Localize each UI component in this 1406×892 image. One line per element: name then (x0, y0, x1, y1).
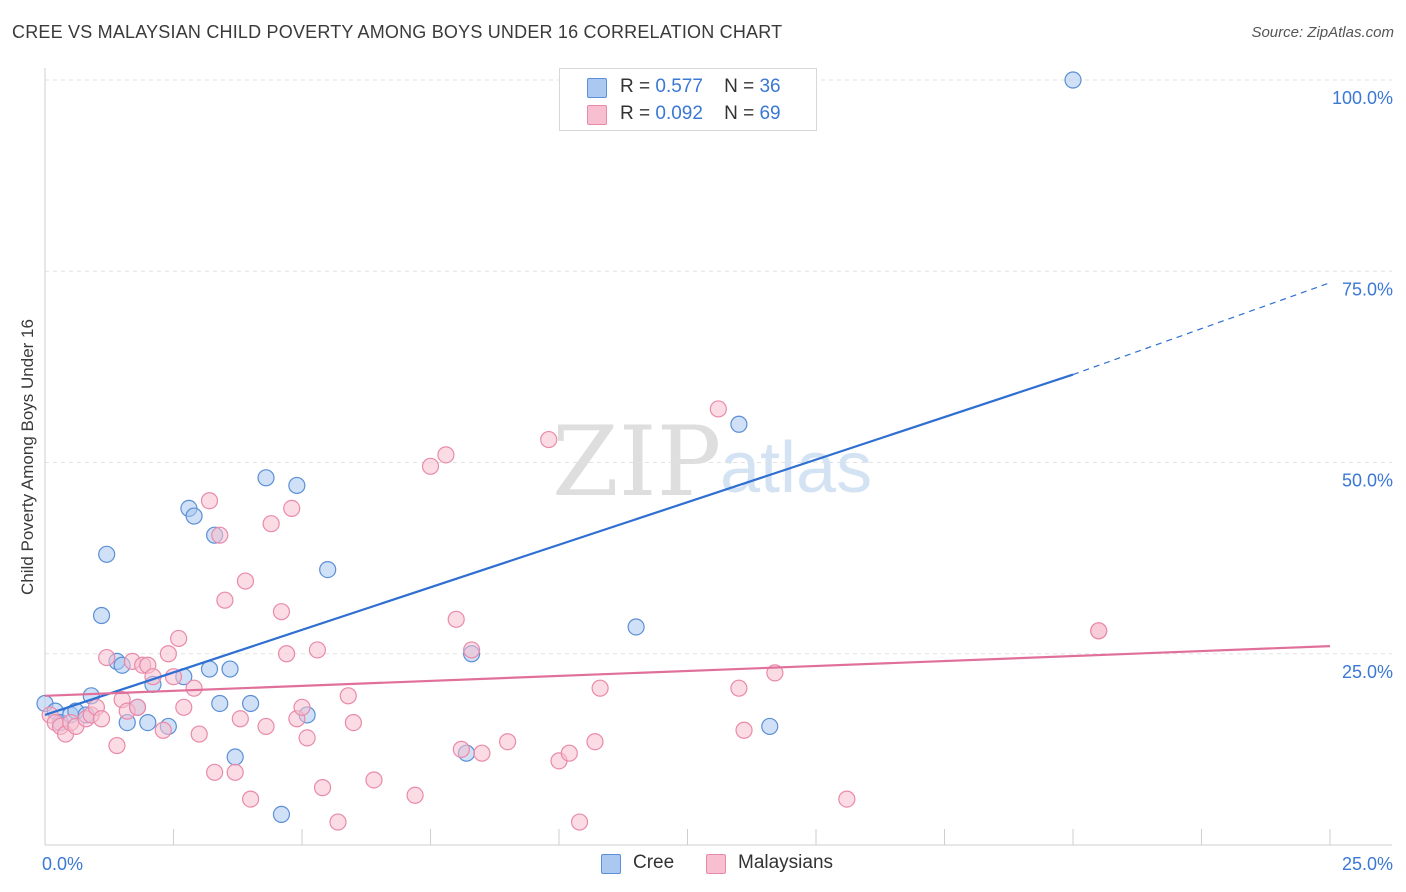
cree-point (257, 469, 275, 487)
cree-point (98, 545, 116, 563)
tick-labels: 25.0% 50.0% 75.0% 100.0% 0.0% 25.0% (42, 88, 1393, 874)
malay-point (735, 721, 753, 739)
cree-point (730, 415, 748, 433)
malay-point (200, 492, 219, 510)
malay-point (339, 687, 357, 705)
malay-point (344, 713, 362, 732)
y-tick-label: 25.0% (1342, 662, 1393, 682)
cree-point (627, 618, 645, 636)
legend-n-label: N = (724, 103, 755, 124)
malay-point (170, 629, 188, 648)
cree-point (288, 476, 306, 495)
malay-point (216, 591, 234, 609)
cree-point (139, 713, 157, 732)
cree-point (221, 660, 239, 678)
malay-point (159, 645, 177, 663)
cree-swatch (587, 78, 607, 98)
malay-point (730, 679, 748, 697)
malay-point (154, 721, 172, 739)
malay-point (308, 641, 327, 659)
malay-point (108, 736, 126, 755)
malay-point (257, 717, 275, 736)
cree-point (319, 560, 337, 579)
malay-point (709, 400, 727, 418)
malay-point (1090, 622, 1108, 640)
malay-point (175, 698, 193, 716)
y-tick-label: 50.0% (1342, 471, 1393, 491)
malay-point (838, 790, 856, 808)
cree-point (272, 805, 291, 824)
data-points (36, 71, 1108, 831)
legend-r-value-malay: 0.092 (655, 103, 703, 124)
malay-point (190, 725, 208, 743)
grid-lines (45, 79, 1392, 655)
malay-point (499, 733, 517, 751)
cree-trend-extension (1072, 282, 1331, 376)
legend-r-label: R = (620, 76, 651, 97)
malay-point (226, 763, 244, 781)
legend-n-value-cree: 36 (759, 76, 781, 97)
correlation-legend: R = 0.577 N = 36 R = 0.092 N = 69 (559, 68, 817, 131)
cree-point (226, 748, 244, 766)
malay-swatch (587, 105, 607, 125)
malay-point (298, 729, 316, 747)
malay-point (206, 763, 224, 781)
malay-point (231, 710, 249, 728)
y-tick-label: 100.0% (1332, 88, 1393, 108)
cree-point (211, 694, 229, 713)
malay-point (92, 710, 111, 728)
malay-point (211, 526, 229, 544)
malay-point (406, 786, 424, 804)
x-tick-label-max: 25.0% (1342, 854, 1393, 874)
x-tick-label-min: 0.0% (42, 854, 83, 874)
malay-point (242, 790, 260, 808)
malay-swatch (706, 854, 726, 874)
source-label: Source: ZipAtlas.com (1251, 24, 1394, 41)
chart-title: CREE VS MALAYSIAN CHILD POVERTY AMONG BO… (12, 22, 783, 42)
malay-point (272, 603, 291, 621)
malay-point (560, 744, 578, 762)
trend-lines (44, 282, 1331, 716)
malay-point (452, 740, 470, 758)
malay-point (98, 648, 116, 667)
cree-point (761, 717, 779, 736)
malay-point (591, 679, 609, 697)
cree-point (1064, 71, 1082, 89)
cree-point (92, 606, 111, 625)
malay-point (586, 733, 604, 751)
malay-point (329, 813, 347, 831)
legend-r-value-cree: 0.577 (655, 76, 703, 97)
malay-point (437, 446, 455, 464)
malay-point (185, 679, 203, 697)
malay-point (447, 610, 465, 628)
cree-trend-line (44, 373, 1074, 716)
malay-point (293, 698, 311, 716)
malay-point (766, 664, 784, 682)
malay-point (313, 779, 332, 797)
malay-trend-line (44, 645, 1331, 697)
malay-point (236, 572, 255, 590)
malay-point (570, 813, 589, 831)
cree-swatch (601, 854, 621, 874)
malay-point (463, 641, 481, 659)
malay-point (365, 771, 383, 789)
bottom-legend-cree-label: Cree (633, 852, 675, 873)
cree-point (185, 507, 203, 525)
bottom-legend-malay-label: Malaysians (738, 852, 834, 873)
y-tick-label: 75.0% (1342, 279, 1393, 299)
malay-point (421, 457, 440, 475)
legend-n-label: N = (724, 76, 755, 97)
legend-n-value-malay: 69 (759, 103, 781, 124)
legend-r-label: R = (620, 103, 651, 124)
malay-point (128, 698, 147, 716)
malay-point (262, 515, 280, 533)
cree-point (242, 694, 260, 713)
malay-point (540, 430, 558, 449)
malay-point (283, 499, 301, 517)
watermark-atlas: atlas (720, 428, 872, 508)
malay-point (473, 744, 491, 762)
malay-point (277, 645, 296, 663)
